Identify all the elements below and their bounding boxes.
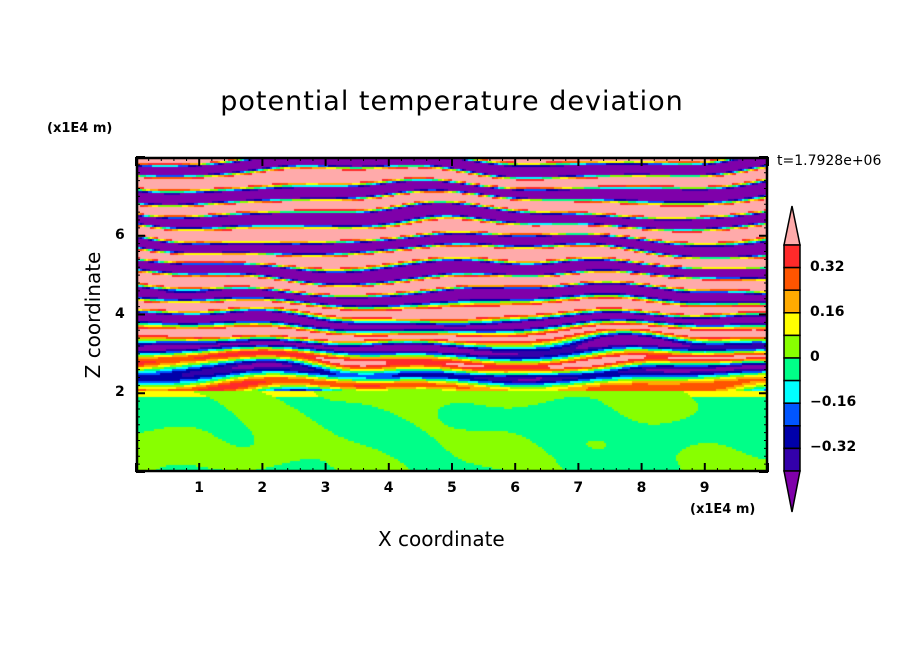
- y-tick-label: 4: [115, 305, 125, 322]
- x-tick-label: 2: [257, 480, 268, 496]
- colorbar-box: [783, 357, 801, 382]
- x-tick-label: 3: [320, 480, 331, 496]
- x-axis-unit: (x1E4 m): [690, 502, 756, 517]
- colorbar-label: 0: [810, 349, 820, 365]
- x-tick-label: 5: [447, 480, 457, 496]
- colorbar-box: [783, 312, 801, 337]
- y-axis-unit: (x1E4 m): [47, 121, 113, 136]
- y-tick-label: 2: [115, 384, 125, 401]
- axes-frame: [135, 156, 769, 473]
- colorbar: [783, 205, 801, 513]
- colorbar-upper-triangle: [783, 205, 801, 246]
- x-tick-label: 6: [510, 480, 520, 496]
- time-label: t=1.7928e+06: [777, 153, 882, 169]
- x-tick-label: 4: [383, 480, 394, 496]
- colorbar-box: [783, 266, 801, 291]
- contour-field: [136, 157, 768, 472]
- colorbar-label: 0.16: [810, 303, 845, 320]
- y-axis-label: Z coordinate: [81, 251, 105, 379]
- colorbar-box: [783, 379, 801, 404]
- colorbar-label: 0.32: [810, 258, 845, 275]
- colorbar-box: [783, 402, 801, 427]
- colorbar-label: −0.16: [810, 394, 857, 411]
- colorbar-lower-triangle: [783, 470, 801, 513]
- x-axis-label: X coordinate: [378, 527, 505, 551]
- x-tick-label: 1: [194, 480, 204, 496]
- colorbar-box: [783, 447, 801, 472]
- x-tick-label: 7: [573, 480, 584, 496]
- x-tick-label: 9: [699, 480, 710, 496]
- plot-frame: [135, 156, 769, 473]
- colorbar-box: [783, 334, 801, 359]
- chart-title: potential temperature deviation: [220, 86, 684, 117]
- y-tick-label: 6: [115, 226, 125, 243]
- x-tick-label: 8: [636, 480, 647, 496]
- colorbar-box: [783, 425, 801, 450]
- colorbar-label: −0.32: [810, 439, 857, 456]
- colorbar-box: [783, 244, 801, 269]
- colorbar-box: [783, 289, 801, 314]
- plot-area: [135, 156, 769, 473]
